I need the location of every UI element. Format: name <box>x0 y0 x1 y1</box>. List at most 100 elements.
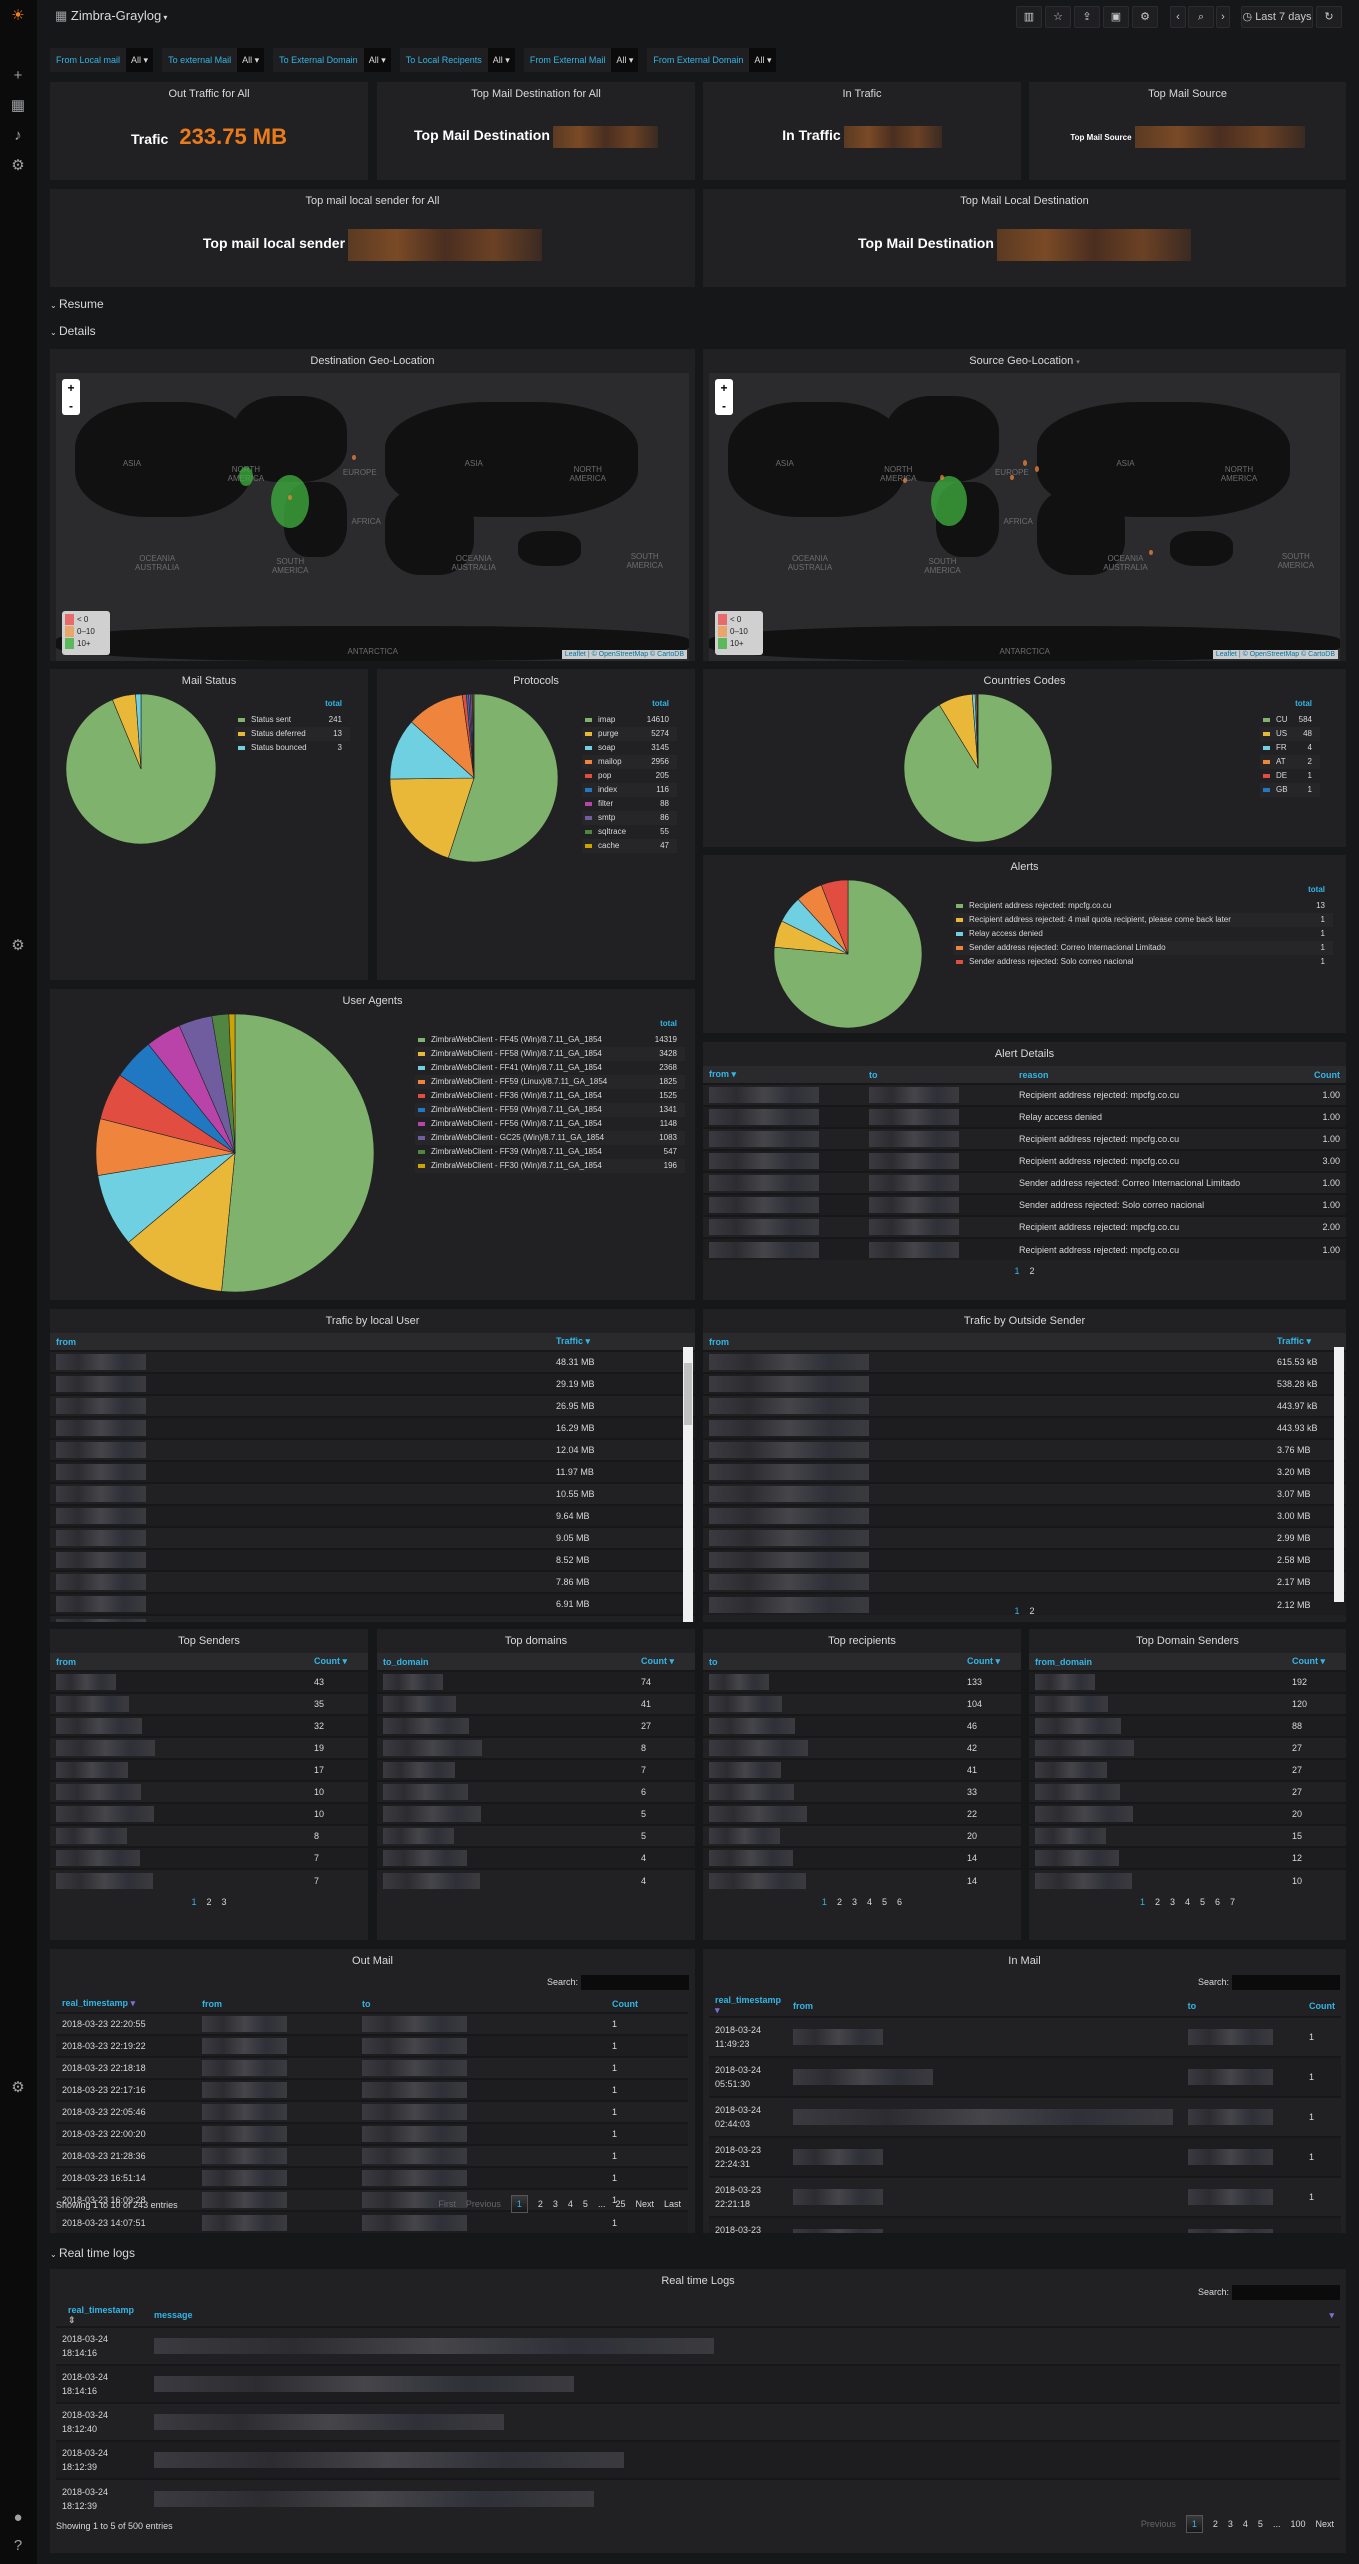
time-forward-button[interactable]: › <box>1216 6 1230 28</box>
page-link[interactable]: 1 <box>1014 1266 1020 1276</box>
row-resume[interactable]: ⌄ Resume <box>50 297 104 311</box>
avatar[interactable]: ● <box>13 2509 23 2526</box>
pie-slice-recipient-address-rejected-mpcfg-co-cu[interactable] <box>773 879 923 1029</box>
column-header-message[interactable]: message ▾ <box>154 2310 1334 2320</box>
page-link[interactable]: Previous <box>465 2199 501 2209</box>
column-header-count[interactable]: Count <box>1309 2000 1335 2011</box>
page-link[interactable]: 5 <box>1257 2519 1263 2529</box>
legend-item[interactable]: filter 88 <box>582 797 677 811</box>
variable-select[interactable]: All ▾ <box>363 48 391 72</box>
page-link[interactable]: 2 <box>537 2199 543 2209</box>
column-header-from[interactable]: from <box>202 1998 222 2009</box>
legend-item[interactable]: Sender address rejected: Solo correo nac… <box>953 955 1333 969</box>
legend-item[interactable]: AT 2 <box>1260 755 1320 769</box>
legend-item[interactable]: Status bounced 3 <box>235 741 350 755</box>
dashboard-title[interactable]: ▦ Zimbra-Graylog ▾ <box>55 8 168 23</box>
panel-title[interactable]: Source Geo-Location ▾ <box>969 355 1080 367</box>
column-header-real-timestamp[interactable]: real_timestamp ▾ <box>715 1995 782 2015</box>
column-header-count[interactable]: Count ▾ <box>1286 1653 1346 1671</box>
plus-icon[interactable]: + <box>13 67 23 84</box>
pie-slice-status-bounced[interactable] <box>135 693 142 770</box>
legend-item[interactable]: Recipient address rejected: 4 mail quota… <box>953 913 1333 927</box>
legend-item[interactable]: ZimbraWebClient - FF59 (Win)/8.7.11_GA_1… <box>415 1103 685 1117</box>
page-link[interactable]: 4 <box>1184 1897 1190 1907</box>
zoom-out-button[interactable]: - <box>722 399 726 413</box>
page-link[interactable]: 100 <box>1290 2519 1306 2529</box>
map-marker[interactable] <box>930 475 967 527</box>
zoom-out-button[interactable]: ⌕ <box>1188 6 1214 28</box>
legend-item[interactable]: soap 3145 <box>582 741 677 755</box>
variable-select[interactable]: All ▾ <box>611 48 639 72</box>
legend-item[interactable]: purge 5274 <box>582 727 677 741</box>
page-link[interactable]: 2 <box>1154 1897 1160 1907</box>
page-link[interactable]: 2 <box>1212 2519 1218 2529</box>
column-header-real-timestamp[interactable]: real_timestamp ⇕ <box>68 2305 135 2325</box>
bell-icon[interactable]: ♪ <box>14 127 22 144</box>
pie-slice-soap[interactable] <box>389 721 475 780</box>
column-header-count[interactable]: Count <box>612 1998 638 2009</box>
help-icon[interactable]: ? <box>13 2537 23 2554</box>
legend-item[interactable]: imap 14610 <box>582 713 677 727</box>
variable-select[interactable]: All ▾ <box>749 48 777 72</box>
page-link[interactable]: ... <box>1272 2519 1281 2529</box>
page-link[interactable]: Next <box>635 2199 654 2209</box>
map-marker[interactable] <box>1148 549 1153 556</box>
legend-item[interactable]: ZimbraWebClient - FF58 (Win)/8.7.11_GA_1… <box>415 1047 685 1061</box>
map-marker[interactable] <box>288 494 293 501</box>
legend-item[interactable]: pop 205 <box>582 769 677 783</box>
page-link[interactable]: 7 <box>1230 1897 1236 1907</box>
column-header-traffic[interactable]: Traffic ▾ <box>1271 1333 1346 1351</box>
page-link[interactable]: ... <box>597 2199 606 2209</box>
page-link[interactable]: 1 <box>510 2195 528 2213</box>
grafana-logo-icon[interactable]: ☀ <box>11 7 25 24</box>
gear-icon[interactable]: ⚙ <box>11 157 25 174</box>
legend-item[interactable]: ZimbraWebClient - FF56 (Win)/8.7.11_GA_1… <box>415 1117 685 1131</box>
page-link[interactable]: 3 <box>1227 2519 1233 2529</box>
pie-slice-zimbrawebclient-ff45-win-8-7-11-ga-1854[interactable] <box>221 1013 375 1293</box>
column-header-from[interactable]: from <box>703 1333 1271 1351</box>
page-link[interactable]: 1 <box>1014 1606 1020 1616</box>
row-realtime-logs[interactable]: ⌄ Real time logs <box>50 2246 135 2260</box>
column-header-reason[interactable]: reason <box>1013 1066 1306 1084</box>
variable-select[interactable]: All ▾ <box>237 48 265 72</box>
page-link[interactable]: 5 <box>1200 1897 1206 1907</box>
share-button[interactable]: ⇪ <box>1074 6 1100 28</box>
legend-item[interactable]: ZimbraWebClient - FF30 (Win)/8.7.11_GA_1… <box>415 1159 685 1173</box>
save-button[interactable]: ▣ <box>1103 6 1129 28</box>
page-link[interactable]: 4 <box>1242 2519 1248 2529</box>
page-link[interactable]: 1 <box>1139 1897 1145 1907</box>
zoom-in-button[interactable]: + <box>67 381 75 395</box>
pie-slice-imap[interactable] <box>447 693 559 863</box>
map-attribution[interactable]: Leaflet | © OpenStreetMap © CartoDB <box>1212 650 1338 659</box>
column-header-count[interactable]: Count ▾ <box>961 1653 1021 1671</box>
column-header-traffic[interactable]: Traffic ▾ <box>550 1333 695 1351</box>
legend-item[interactable]: index 116 <box>582 783 677 797</box>
page-link[interactable]: 6 <box>1215 1897 1221 1907</box>
page-link[interactable]: 3 <box>851 1897 857 1907</box>
page-link[interactable]: 2 <box>1029 1606 1035 1616</box>
column-header[interactable]: from <box>50 1653 308 1671</box>
column-header-count[interactable]: Count <box>1306 1066 1346 1084</box>
pie-slice-sender-address-rejected-solo-correo-nacional[interactable] <box>820 879 849 955</box>
variable-select[interactable]: All ▾ <box>126 48 154 72</box>
column-header-to[interactable]: to <box>863 1066 1013 1084</box>
legend-item[interactable]: Sender address rejected: Correo Internac… <box>953 941 1333 955</box>
page-link[interactable]: 6 <box>897 1897 903 1907</box>
map-marker[interactable] <box>271 474 310 529</box>
map-marker[interactable] <box>902 477 907 484</box>
map-marker[interactable] <box>351 454 356 461</box>
column-header[interactable]: to <box>703 1653 961 1671</box>
legend-item[interactable]: smtp 86 <box>582 811 677 825</box>
page-link[interactable]: 5 <box>582 2199 588 2209</box>
time-picker[interactable]: ◷ Last 7 days <box>1241 6 1313 28</box>
legend-item[interactable]: mailop 2956 <box>582 755 677 769</box>
gear-icon[interactable]: ⚙ <box>11 937 25 954</box>
map-attribution[interactable]: Leaflet | © OpenStreetMap © CartoDB <box>561 650 687 659</box>
page-link[interactable]: 1 <box>1185 2515 1203 2533</box>
pie-slice-cache[interactable] <box>472 693 475 779</box>
page-link[interactable]: 4 <box>567 2199 573 2209</box>
map-marker[interactable] <box>1035 466 1040 472</box>
legend-item[interactable]: cache 47 <box>582 839 677 853</box>
legend-item[interactable]: ZimbraWebClient - FF39 (Win)/8.7.11_GA_1… <box>415 1145 685 1159</box>
